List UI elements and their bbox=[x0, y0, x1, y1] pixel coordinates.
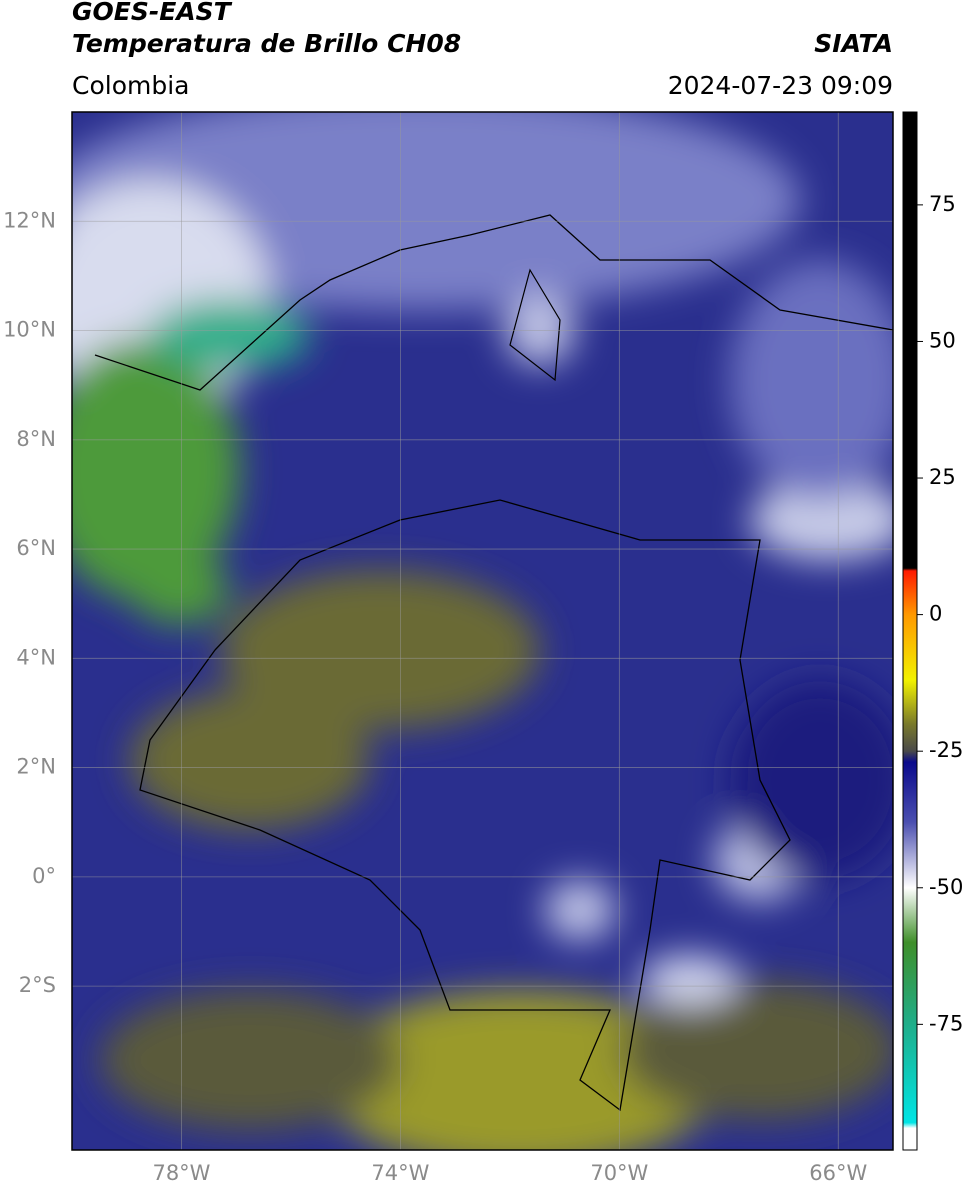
lat-tick-label: 4°N bbox=[16, 645, 56, 669]
lon-tick-label: 66°W bbox=[809, 1161, 867, 1185]
lon-tick-label: 74°W bbox=[371, 1161, 429, 1185]
lat-tick-label: 10°N bbox=[3, 318, 56, 342]
colorbar-tick-label: 75 bbox=[929, 192, 956, 216]
datetime: 2024-07-23 09:09 bbox=[668, 71, 893, 100]
lat-tick-label: 2°S bbox=[19, 973, 56, 997]
colorbar-tick-label: 50 bbox=[929, 328, 956, 352]
colorbar-tick-label: -25 bbox=[929, 738, 963, 762]
lat-tick-label: 0° bbox=[32, 864, 56, 888]
satellite: GOES-EAST bbox=[72, 0, 233, 26]
colorbar-tick-label: 25 bbox=[929, 465, 956, 489]
lon-tick-label: 78°W bbox=[152, 1161, 210, 1185]
product: Temperatura de Brillo CH08 bbox=[72, 29, 461, 58]
lat-tick-label: 2°N bbox=[16, 755, 56, 779]
satellite-image bbox=[72, 112, 893, 1150]
lat-tick-label: 12°N bbox=[3, 208, 56, 232]
colorbar-tick-label: -75 bbox=[929, 1011, 963, 1035]
lat-tick-label: 6°N bbox=[16, 536, 56, 560]
colorbar-tick-label: 0 bbox=[929, 602, 942, 626]
colorbar-tick-label: -50 bbox=[929, 875, 963, 899]
lon-tick-label: 70°W bbox=[590, 1161, 648, 1185]
colorbar bbox=[902, 111, 918, 1151]
map-frame bbox=[71, 111, 894, 1151]
lat-tick-label: 8°N bbox=[16, 427, 56, 451]
region: Colombia bbox=[72, 71, 189, 100]
graticule bbox=[72, 112, 893, 1150]
source: SIATA bbox=[814, 29, 893, 58]
